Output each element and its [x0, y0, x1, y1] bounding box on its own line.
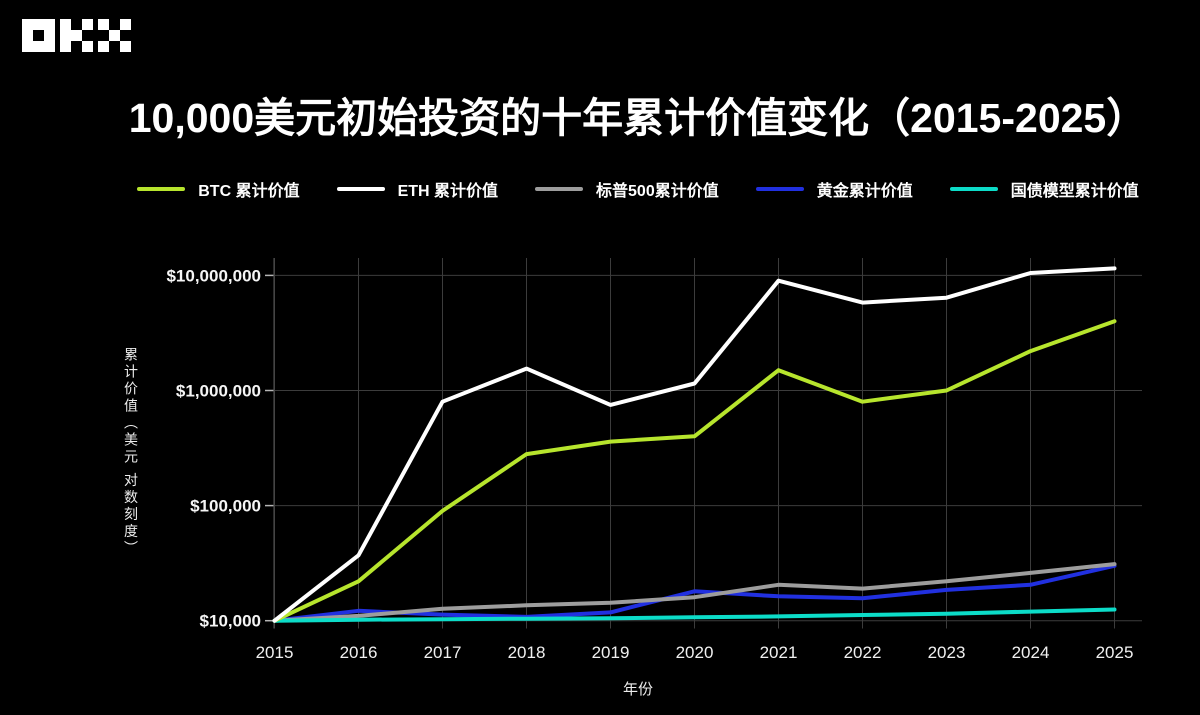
- x-tick-label: 2020: [676, 643, 714, 662]
- x-tick-label: 2017: [424, 643, 462, 662]
- legend-label: ETH 累计价值: [397, 183, 499, 200]
- x-tick-label: 2024: [1012, 643, 1050, 662]
- x-axis-title: 年份: [622, 681, 653, 698]
- legend-item-4: 国债模型累计价值: [949, 177, 1139, 201]
- logo-glyph: [22, 19, 55, 52]
- legend-swatch: [755, 187, 804, 191]
- x-tick-label: 2023: [928, 643, 966, 662]
- page-title: 10,000美元初始投资的十年累计价值变化（2015-2025）: [128, 95, 1148, 141]
- legend-swatch: [949, 187, 998, 191]
- y-tick-label: $10,000: [200, 612, 261, 631]
- legend: BTC 累计价值 ETH 累计价值 标普500累计价值 黄金累计价值 国债模型累计价值: [78, 177, 1198, 201]
- x-tick-label: 2015: [256, 643, 294, 662]
- chart-line-0: [272, 319, 1117, 623]
- legend-label: 国债模型累计价值: [1010, 183, 1139, 200]
- legend-item-1: ETH 累计价值: [336, 177, 499, 201]
- chart-line-1: [272, 266, 1117, 623]
- x-tick-label: 2022: [844, 643, 882, 662]
- legend-item-0: BTC 累计价值: [137, 177, 300, 201]
- chart-line-4: [272, 607, 1117, 623]
- x-tick-label: 2025: [1096, 643, 1134, 662]
- x-tick-label: 2016: [340, 643, 378, 662]
- y-tick-label: $1,000,000: [176, 382, 261, 401]
- chart-line-3: [272, 563, 1117, 623]
- logo-glyph: [60, 19, 93, 52]
- legend-swatch: [535, 187, 584, 191]
- okx-logo-icon: [22, 19, 131, 52]
- legend-label: BTC 累计价值: [198, 183, 300, 200]
- legend-label: 标普500累计价值: [596, 183, 719, 200]
- y-axis-title: 累计价值（美元 对数刻度）: [123, 347, 139, 558]
- y-tick-label: $10,000,000: [166, 266, 261, 285]
- legend-label: 黄金累计价值: [816, 183, 913, 200]
- legend-swatch: [336, 187, 385, 191]
- x-tick-label: 2019: [592, 643, 630, 662]
- logo-glyph: [98, 19, 131, 52]
- legend-item-2: 标普500累计价值: [535, 177, 719, 201]
- x-tick-label: 2018: [508, 643, 546, 662]
- legend-item-3: 黄金累计价值: [755, 177, 913, 201]
- x-tick-label: 2021: [760, 643, 798, 662]
- legend-swatch: [137, 187, 186, 191]
- chart-line-2: [272, 562, 1117, 623]
- y-tick-label: $100,000: [190, 497, 261, 516]
